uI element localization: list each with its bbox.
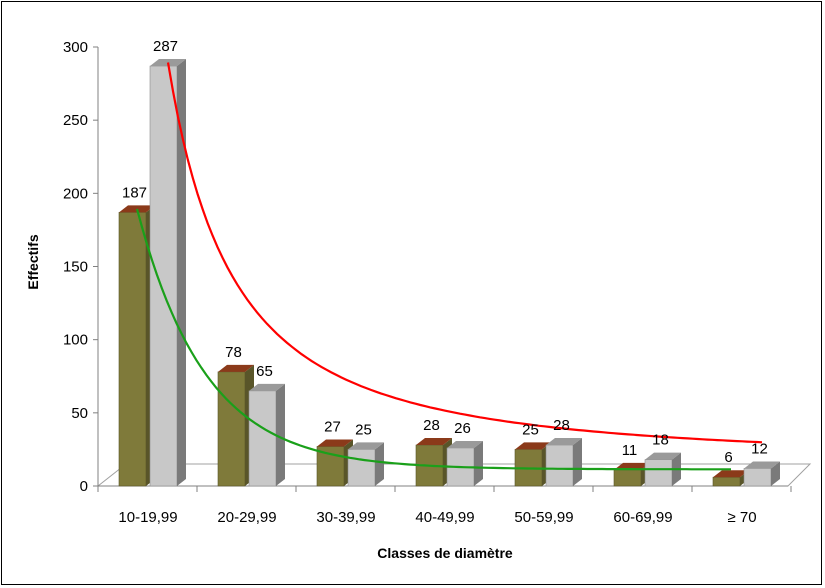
bar <box>316 439 353 487</box>
bar-top <box>119 205 155 213</box>
bar <box>644 452 681 487</box>
y-axis-title: Effectifs <box>25 234 41 289</box>
data-label: 25 <box>522 421 539 438</box>
data-label: 26 <box>454 420 471 437</box>
x-tick-label: 40-49,99 <box>415 509 474 526</box>
y-tick-label: 250 <box>63 112 88 129</box>
bar <box>514 442 551 487</box>
bar-front <box>644 459 673 487</box>
x-tick-label: ≥ 70 <box>727 509 756 526</box>
data-label: 28 <box>553 417 570 434</box>
x-axis-title: Classes de diamètre <box>377 545 513 561</box>
data-label: 187 <box>122 184 147 201</box>
data-label: 65 <box>256 363 273 380</box>
bar-side <box>276 383 285 486</box>
y-tick-label: 200 <box>63 185 88 202</box>
data-label: 28 <box>423 417 440 434</box>
x-tick-label: 20-29,99 <box>217 509 276 526</box>
bar <box>248 383 285 487</box>
x-tick-label: 50-59,99 <box>514 509 573 526</box>
bar-top <box>317 439 353 447</box>
bar-front <box>248 390 277 487</box>
y-tick-label: 300 <box>63 39 88 56</box>
bar-top <box>416 438 452 446</box>
bar-front <box>613 469 642 487</box>
data-label: 27 <box>324 418 341 435</box>
bar-front <box>712 476 741 487</box>
data-labels: 187 287 78 65 27 25 28 26 25 28 11 18 6 12 <box>122 38 768 466</box>
data-label: 11 <box>622 442 638 459</box>
y-tick-label: 100 <box>63 332 88 349</box>
bar <box>446 440 483 487</box>
data-label: 25 <box>355 421 372 438</box>
bar <box>415 438 452 487</box>
trendline <box>135 208 731 471</box>
data-label: 12 <box>751 440 768 457</box>
bar-front <box>118 212 147 487</box>
bar-top <box>713 470 749 478</box>
bar-top <box>249 383 285 391</box>
bar-side <box>573 438 582 486</box>
x-tick-label: 60-69,99 <box>613 509 672 526</box>
data-label: 6 <box>724 449 732 466</box>
data-label: 287 <box>153 38 178 55</box>
bar <box>149 59 186 487</box>
bar <box>347 442 384 487</box>
bar <box>545 438 582 487</box>
bar <box>613 462 650 487</box>
bars <box>118 59 780 487</box>
bar-front <box>149 65 178 487</box>
data-label: 78 <box>225 344 242 361</box>
trendline <box>166 62 763 444</box>
data-label: 18 <box>652 432 669 449</box>
bar-side <box>771 461 780 486</box>
x-tick-label: 30-39,99 <box>316 509 375 526</box>
y-tick-label: 0 <box>80 478 88 495</box>
bar-top <box>515 442 551 450</box>
bar-front <box>743 468 772 487</box>
bar <box>217 364 254 487</box>
bar-front <box>545 444 574 487</box>
bar-side <box>375 442 384 486</box>
bar-top <box>645 452 681 460</box>
bar-top <box>218 364 254 372</box>
y-tick-label: 150 <box>63 259 88 276</box>
bar <box>118 205 155 487</box>
bar-top <box>546 438 582 446</box>
x-tick-label: 10-19,99 <box>118 509 177 526</box>
y-tick-label: 50 <box>71 405 88 422</box>
bar-front <box>347 449 376 487</box>
bar-top <box>447 440 483 448</box>
bar-side <box>474 440 483 486</box>
bar <box>743 461 780 487</box>
bar-top <box>348 442 384 450</box>
bar-front <box>217 371 246 487</box>
bar-side <box>177 59 186 486</box>
trendlines <box>135 62 763 471</box>
bar-top <box>744 461 780 469</box>
